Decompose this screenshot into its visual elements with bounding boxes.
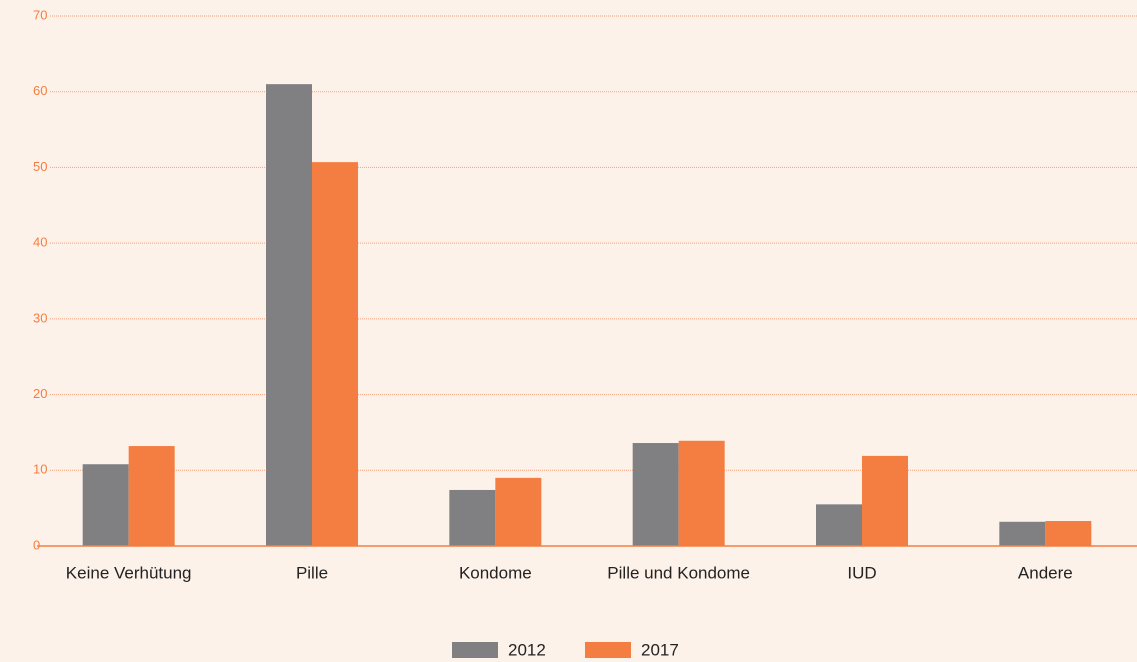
bar — [495, 477, 542, 546]
y-tick-label: 20 — [33, 386, 47, 401]
y-tick-label: 50 — [33, 159, 47, 174]
bar — [128, 446, 175, 546]
legend-swatch — [452, 642, 498, 658]
bar — [632, 443, 679, 546]
x-tick-label: Pille — [296, 563, 328, 582]
bar — [82, 464, 129, 546]
bar — [999, 521, 1046, 546]
legend-label: 2012 — [508, 640, 546, 659]
bar — [678, 440, 725, 546]
x-tick-label: IUD — [847, 563, 876, 582]
legend-label: 2017 — [641, 640, 679, 659]
y-tick-label: 40 — [33, 235, 47, 250]
x-tick-label: Andere — [1018, 563, 1073, 582]
y-tick-label: 60 — [33, 83, 47, 98]
legend-swatch — [585, 642, 631, 658]
y-tick-label: 10 — [33, 462, 47, 477]
bar — [312, 162, 358, 546]
y-tick-label: 30 — [33, 310, 47, 325]
bar — [449, 489, 496, 546]
x-tick-label: Pille und Kondome — [607, 563, 750, 582]
y-tick-label: 70 — [33, 7, 47, 22]
x-tick-label: Keine Verhütung — [66, 563, 192, 582]
bar — [1045, 521, 1092, 546]
bar — [816, 504, 862, 546]
x-tick-label: Kondome — [459, 563, 532, 582]
bar — [862, 455, 908, 546]
y-tick-label: 0 — [33, 537, 40, 552]
bar — [266, 84, 312, 547]
